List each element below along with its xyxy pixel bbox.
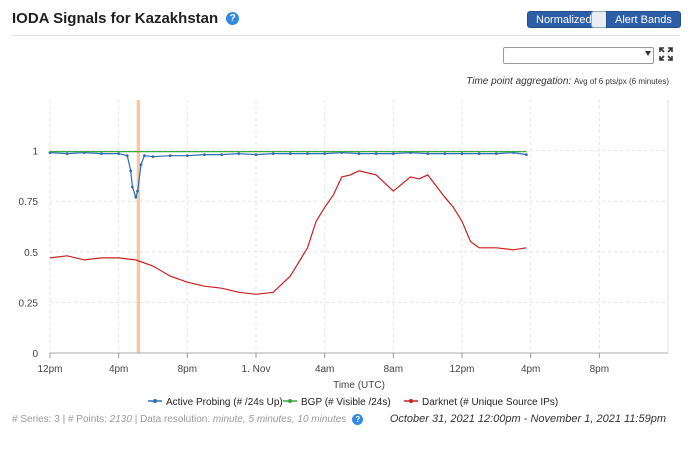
x-tick-label: 12pm [37, 364, 62, 375]
data-point [131, 185, 134, 189]
resolution-prefix: | Data resolution: [134, 414, 211, 425]
chevron-down-icon [645, 51, 651, 56]
resolution-help-icon[interactable]: ? [352, 414, 364, 425]
x-tick-label: 8pm [178, 364, 197, 375]
series-layer [48, 151, 528, 295]
data-point [323, 152, 327, 156]
time-range: October 31, 2021 12:00pm - November 1, 2… [389, 413, 666, 425]
data-point [139, 163, 143, 167]
x-tick-label: 4pm [109, 364, 128, 375]
data-point [524, 153, 528, 157]
data-point [271, 152, 275, 156]
data-point [168, 154, 172, 158]
y-tick-label: 0.5 [24, 248, 38, 259]
series-line [49, 170, 527, 295]
data-point [237, 152, 241, 156]
series-prefix: # Series: [12, 414, 52, 425]
alert-bands-toggle-knob[interactable] [591, 11, 606, 28]
page-title: IODA Signals for Kazakhstan [12, 10, 219, 27]
data-point [443, 152, 447, 156]
data-point [203, 153, 206, 157]
grid-lines [49, 100, 669, 353]
alert-band-layer [136, 100, 141, 353]
axes: 0 0.25 0.5 0.75 1 12pm 4pm 8pm 1. Nov 4am 8am 12pm 4… [19, 147, 668, 391]
y-tick-label: 1 [32, 147, 38, 158]
data-point [357, 152, 361, 156]
y-tick-label: 0 [32, 349, 38, 360]
x-axis-label: Time (UTC) [333, 380, 385, 391]
aggregation-info: Time point aggregation: Avg of 6 pts/px … [466, 76, 669, 87]
points-count: 2130 [109, 414, 132, 425]
data-point [185, 154, 189, 158]
alert-bands-toggle[interactable]: Alert Bands [591, 11, 681, 28]
data-point [134, 195, 138, 199]
header-divider [12, 35, 680, 36]
data-point [254, 153, 258, 157]
data-point [494, 152, 498, 156]
legend: Active Probing (# /24s Up) BGP (# Visible… [148, 397, 558, 408]
data-point [426, 152, 430, 156]
legend-marker [288, 399, 292, 403]
data-point [136, 189, 139, 193]
resolution-value: minute, 5 minutes, 10 minutes [212, 414, 347, 425]
data-point [306, 152, 309, 156]
x-tick-label: 4pm [521, 364, 540, 375]
data-point [117, 152, 121, 156]
x-tick-label: 12pm [449, 364, 474, 375]
data-point [391, 152, 395, 156]
data-point [65, 152, 69, 156]
footer-stats: # Series: 3 | # Points: 2130 | Data reso… [12, 414, 364, 425]
aggregation-label: Time point aggregation: [466, 76, 572, 87]
title-row: IODA Signals for Kazakhstan ? [12, 10, 240, 27]
data-point [129, 169, 133, 173]
data-point [125, 154, 129, 158]
x-tick-label: 4am [315, 364, 334, 375]
x-tick-label: 1. Nov [242, 364, 271, 375]
data-point [143, 154, 146, 158]
x-tick-label: 8am [384, 364, 403, 375]
data-point [460, 152, 464, 156]
series-select[interactable] [503, 47, 654, 64]
points-prefix: | # Points: [62, 414, 107, 425]
normalized-button[interactable]: Normalized [527, 11, 601, 28]
x-tick-label: 8pm [590, 364, 609, 375]
data-point [220, 153, 224, 157]
legend-label: Active Probing (# /24s Up) [166, 397, 283, 408]
aggregation-value: Avg of 6 pts/px (6 minutes) [573, 77, 669, 86]
data-point [288, 152, 292, 156]
legend-marker [153, 399, 157, 403]
legend-marker [409, 399, 413, 403]
data-point [151, 155, 155, 159]
legend-label: Darknet (# Unique Source IPs) [422, 397, 558, 408]
data-point [374, 152, 378, 156]
alert-band [136, 100, 141, 353]
alert-bands-button[interactable]: Alert Bands [606, 11, 681, 28]
series-line [49, 151, 527, 200]
data-point [100, 152, 103, 156]
y-tick-label: 0.25 [19, 298, 39, 309]
data-point [477, 152, 481, 156]
fullscreen-icon[interactable] [659, 47, 673, 61]
legend-label: BGP (# Visible /24s) [301, 397, 391, 408]
help-icon[interactable]: ? [226, 12, 240, 25]
series-count: 3 [54, 414, 60, 425]
y-tick-label: 0.75 [19, 197, 39, 208]
